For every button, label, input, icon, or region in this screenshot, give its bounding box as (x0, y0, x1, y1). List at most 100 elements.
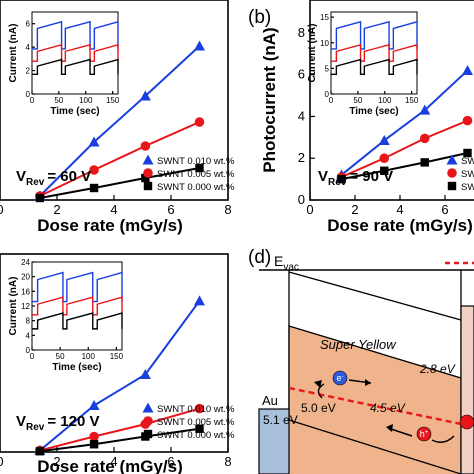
panel-a-xlabel: Dose rate (mGy/s) (37, 216, 183, 235)
panel-d-evac-sub: vac (283, 262, 299, 273)
pa-inset-trace-2 (32, 58, 119, 76)
pb-xtick-label-2: 4 (396, 202, 403, 217)
pb-ytick-label-2: 4 (298, 108, 305, 123)
pb-inset-trace-0 (331, 20, 418, 50)
pa-xtick-label-4: 8 (224, 202, 231, 217)
pc-legend-marker-2 (143, 429, 153, 439)
panel-d-au-electrode (258, 408, 290, 474)
pa-inset-ytick-label-3: 6 (26, 20, 31, 29)
panel-d-electron-letter: e (336, 373, 341, 383)
panel-c-annotation-v: V (16, 413, 26, 430)
pa-xtick-label-2: 4 (110, 202, 117, 217)
panel-d-energy-5-0: 5.0 eV (301, 401, 336, 415)
pb-inset-xtick-label-3: 150 (405, 96, 419, 105)
panel-a-annotation: VRev = 60 V (16, 168, 91, 188)
pc-inset-trace-2 (32, 312, 123, 330)
pb-xtick-label-3: 6 (441, 202, 448, 217)
pa-legend-label-0: SWNT 0.010 wt.% (157, 156, 235, 167)
panel-a-legend: SWNT 0.010 wt.% SWNT 0.005 wt.% SWNT 0.000… (142, 154, 235, 193)
panel-d-electron-curve-arrowhead-icon (314, 380, 322, 388)
pa-legend-marker-1 (143, 168, 153, 178)
pa-inset-trace-1 (32, 43, 119, 62)
pb-inset-trace-2 (331, 58, 418, 76)
panel-d-layer-name: Super Yellow (320, 337, 397, 352)
pa-series-1-point-1 (89, 165, 99, 175)
pa-legend-label-2: SWNT 0.000 wt.% (157, 182, 235, 193)
panel-b-xlabel: Dose rate (mGy/s) (327, 216, 473, 235)
pc-inset-xtick-label-1: 50 (56, 352, 65, 361)
pb-inset-xlabel: Time (sec) (349, 106, 398, 117)
panel-b-annotation-sub: Rev (328, 177, 347, 188)
pa-inset-xtick-label-1: 50 (54, 96, 63, 105)
pb-series-0-line (340, 69, 469, 176)
pc-inset-ytick-label-0: 0 (26, 346, 31, 355)
pa-series-0-line (39, 45, 201, 197)
panel-d-electron-arrowhead-icon (365, 379, 371, 386)
panel-b-yticks: 0 2 4 6 8 (298, 25, 315, 207)
pc-series-0-point-3 (194, 295, 205, 306)
pa-inset-ytick-label-0: 0 (26, 90, 31, 99)
pa-series-2-point-0 (35, 193, 45, 203)
pc-xtick-label-4: 8 (224, 454, 231, 469)
pc-xtick-label-3: 6 (167, 454, 174, 469)
pa-series-2-point-2 (141, 173, 150, 183)
panel-d-hole-1 (416, 426, 432, 442)
pb-inset-xtick-label-1: 50 (353, 96, 362, 105)
panel-d-energy-5-1: 5.1 eV (263, 413, 298, 427)
pa-series-2-point-3 (195, 163, 204, 173)
pc-legend-label-2: SWNT 0.000 wt.% (157, 430, 235, 441)
pb-ytick-label-0: 0 (298, 192, 305, 207)
pa-series-0-point-3 (194, 40, 205, 51)
panel-d-energy-2-8: 2.8 eV (419, 362, 456, 376)
panel-a-annotation-v: V (16, 168, 26, 185)
pa-inset-xtick-label-0: 0 (30, 96, 35, 105)
panel-c-inset: 0 50 100 150 0 4 8 12 16 20 24 Time (sec) Current (n… (8, 258, 124, 373)
panel-d-hole-arrowhead-icon (386, 424, 393, 432)
pb-inset-xtick-label-0: 0 (329, 96, 334, 105)
panel-d-homo-line (288, 419, 462, 474)
panel-d-hole-1-sup: + (425, 430, 429, 436)
pb-inset-ytick-label-1: 5 (325, 64, 330, 73)
pc-legend-label-1: SWNT 0.005 wt.% (157, 417, 235, 428)
pb-series-0-point-1 (378, 134, 390, 145)
pa-inset-ytick-label-2: 4 (26, 43, 31, 52)
pa-inset-trace-0 (32, 20, 119, 50)
panel-d-hole-1-symbol: h+ (420, 429, 429, 439)
pa-legend-label-1: SWNT 0.005 wt.% (157, 169, 235, 180)
pc-series-0-point-1 (88, 400, 100, 410)
pc-inset-xtick-label-0: 0 (30, 352, 35, 361)
svg-text:VRev= 90 V: VRev = 90 V (318, 168, 393, 188)
pa-inset-frame (31, 11, 119, 95)
panel-d-energy-4-5: 4.5 eV (370, 401, 406, 415)
pc-legend-marker-1 (143, 416, 153, 426)
pb-xtick-label-0: 0 (306, 202, 313, 217)
panel-b-marks (336, 64, 473, 184)
pb-ytick-label-3: 6 (298, 67, 305, 82)
pb-inset-ylabel: Current (nA) (307, 24, 318, 83)
pa-inset-xlabel: Time (sec) (50, 106, 99, 117)
panel-b-xticks: 0 2 4 6 (306, 195, 449, 217)
pc-inset-frame (31, 261, 123, 351)
pc-series-2-point-1 (89, 440, 99, 449)
pc-series-2-line (39, 427, 200, 453)
pb-series-1-point-3 (462, 115, 473, 126)
pc-inset-trace-0 (32, 271, 123, 303)
pa-xtick-label-1: 2 (53, 202, 60, 217)
panel-a: 0 2 4 6 8 Dose rate (mGy/s) VRev= 60 V SWNT … (0, 0, 235, 235)
panel-b: (b) 0 2 4 6 0 2 4 6 8 Photocurrent (nA) Dose ra… (248, 0, 474, 235)
panel-c-marks (34, 295, 205, 456)
pb-series-1-point-1 (379, 153, 390, 164)
panel-d-tilted-vacuum-line (288, 271, 462, 321)
pa-series-1-point-2 (140, 141, 151, 151)
pb-legend-label-0: SWNT 0.010 wt.% (461, 156, 474, 167)
pa-inset-xtick-label-3: 150 (106, 96, 120, 105)
pc-series-1-line (39, 407, 200, 452)
svg-text:VRev= 120 V: VRev = 120 V (16, 413, 100, 433)
panel-d-electron-symbol: e- (336, 373, 343, 383)
panel-d-electron (332, 370, 348, 386)
panel-a-annotation-value: = 60 V (47, 168, 91, 185)
pc-series-0-point-2 (139, 369, 151, 379)
pc-inset-xlabel: Time (sec) (52, 362, 101, 373)
